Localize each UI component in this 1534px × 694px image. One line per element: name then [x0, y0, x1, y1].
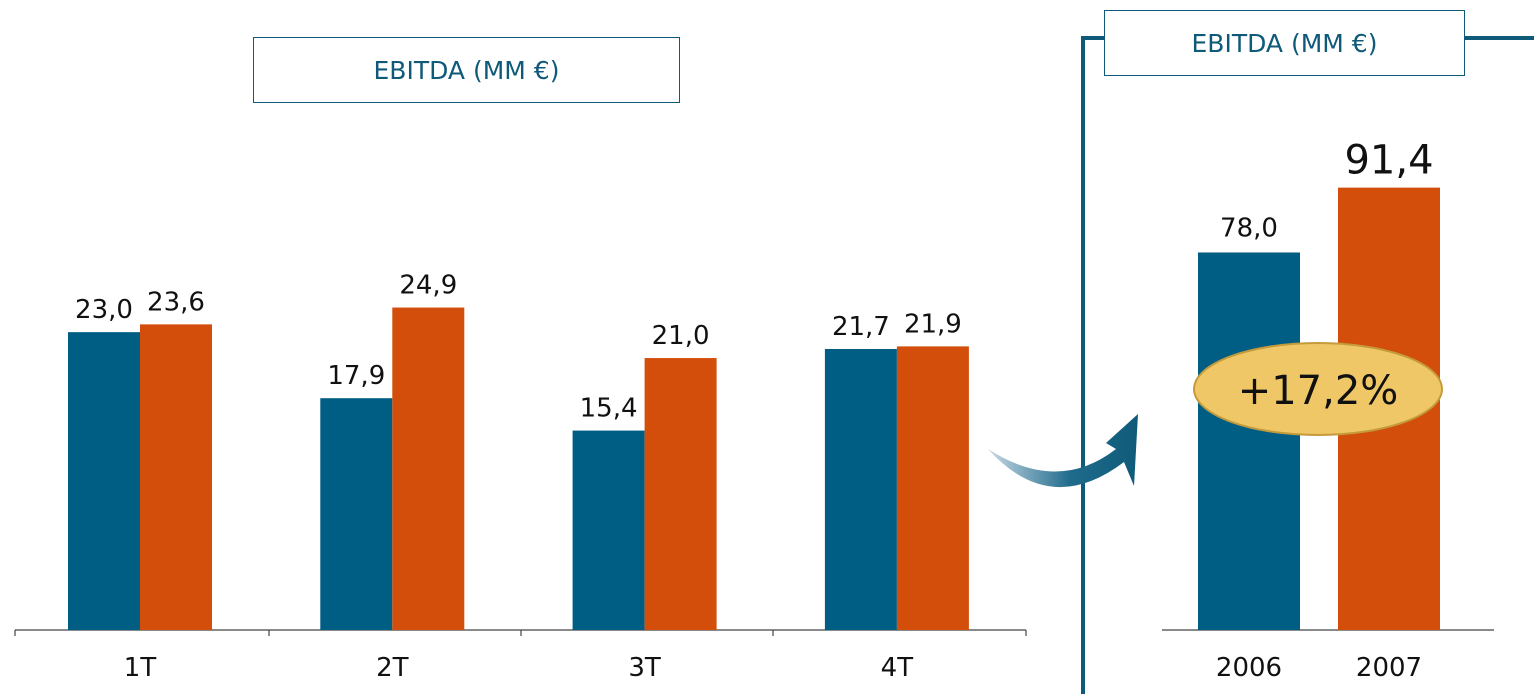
bar-q1-series2 — [140, 324, 212, 630]
data-label: 15,4 — [580, 394, 638, 424]
x-tick-label: 2T — [376, 653, 409, 683]
bar-q2-series2 — [392, 307, 465, 630]
x-tick-label: 1T — [124, 653, 157, 683]
bar-q3-series2 — [644, 358, 717, 630]
bar-q1-series1 — [68, 332, 140, 630]
growth-badge — [1193, 342, 1443, 436]
data-label: 24,9 — [399, 271, 457, 301]
data-label: 91,4 — [1344, 138, 1433, 184]
bar-2006 — [1198, 252, 1300, 631]
annual-chart-title: EBITDA (MM €) — [1104, 10, 1465, 76]
x-tick-label: 2006 — [1216, 653, 1282, 683]
quarterly-chart: 23,0 23,6 1T 17,9 24,9 2T 15,4 21,0 3T 21,7 21,9 4T — [14, 271, 1027, 683]
quarterly-chart-title: EBITDA (MM €) — [253, 37, 680, 103]
transition-arrow-icon — [988, 414, 1138, 488]
bar-q4-series1 — [824, 348, 897, 630]
data-label: 78,0 — [1220, 213, 1278, 243]
x-tick-label: 4T — [881, 653, 914, 683]
x-tick-label: 3T — [628, 653, 661, 683]
data-label: 23,0 — [75, 295, 133, 325]
bar-q2-series1 — [320, 398, 393, 630]
data-label: 21,7 — [832, 312, 890, 342]
data-label: 17,9 — [327, 361, 385, 391]
annual-chart: 78,0 2006 91,4 2007 +17,2% — [1162, 138, 1494, 683]
x-tick-label: 2007 — [1356, 653, 1422, 683]
bar-q4-series2 — [896, 346, 969, 630]
data-label: 21,9 — [904, 309, 962, 339]
bar-q3-series1 — [572, 430, 645, 630]
growth-badge-label: +17,2% — [1238, 368, 1399, 414]
data-label: 21,0 — [652, 321, 710, 351]
data-label: 23,6 — [147, 287, 205, 317]
